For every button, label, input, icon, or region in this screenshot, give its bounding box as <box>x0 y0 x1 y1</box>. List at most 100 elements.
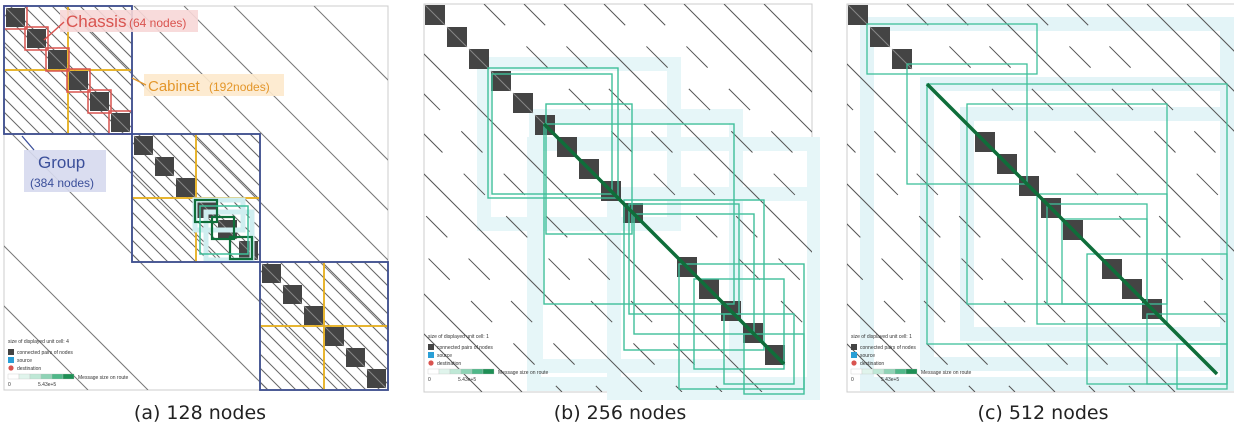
scale-label: Message size on route <box>78 375 129 381</box>
diagonal-line <box>4 125 269 390</box>
legend-item: source <box>437 353 452 359</box>
scale-swatch <box>905 368 918 375</box>
diagonal-line <box>4 69 69 134</box>
scale-swatch <box>850 368 863 375</box>
scale-swatch <box>62 373 75 380</box>
diagonal-line <box>207 134 260 187</box>
group-label-bg <box>24 150 106 192</box>
cell-diagonal <box>47 49 68 70</box>
diagonal-line <box>363 262 388 287</box>
cell-diagonal <box>468 48 490 70</box>
legend-item: destination <box>17 366 41 372</box>
caption-512-nodes: (c) 512 nodes <box>977 402 1109 424</box>
cell-diagonal <box>366 368 387 389</box>
diagonal-line <box>424 293 523 392</box>
scale-swatch <box>460 368 473 375</box>
scale-swatch <box>861 368 874 375</box>
route-rect <box>866 23 1038 75</box>
hatching-diagonals <box>847 4 1234 392</box>
scale-label: Message size on route <box>921 370 972 376</box>
scale-swatch <box>7 373 20 380</box>
scale-swatch <box>51 373 64 380</box>
cabinet-label: Cabinet <box>148 78 201 95</box>
diagonal-line <box>335 262 388 315</box>
chassis-box <box>24 26 49 51</box>
scale-swatch <box>427 368 440 375</box>
diagonal-line <box>349 262 388 301</box>
cell-diagonal <box>26 28 47 49</box>
connected-marker <box>8 349 14 355</box>
cell-diagonal <box>133 135 154 156</box>
route-band <box>527 137 820 391</box>
scale-swatch <box>449 368 462 375</box>
route-rect <box>723 313 795 385</box>
cell-diagonal <box>345 347 366 368</box>
scale-min: 0 <box>428 377 431 383</box>
route-rect <box>1061 218 1148 305</box>
scale-max: 5.43e+5 <box>458 377 476 383</box>
cell-diagonal <box>175 177 196 198</box>
legend-item: destination <box>860 361 884 367</box>
caption-128-nodes: (a) 128 nodes <box>133 402 267 424</box>
diagonal-line <box>4 245 149 390</box>
destination-marker <box>851 360 857 366</box>
group-arrow <box>21 135 35 151</box>
diagonal-line <box>313 6 388 81</box>
route-rect <box>491 73 613 195</box>
chassis-label: Chassis <box>66 12 126 31</box>
diagonal-line <box>260 325 325 390</box>
cell-diagonal <box>446 26 468 48</box>
diagonal-line <box>4 305 89 390</box>
chassis-box <box>45 47 70 72</box>
diagonal-line <box>986 4 1234 252</box>
scale-swatch <box>40 373 53 380</box>
legend-item: connected pairs of nodes <box>437 345 493 351</box>
legend-title: size of displayed unit cell: 4 <box>8 339 69 345</box>
diagonal-line <box>183 6 388 211</box>
scale-swatch <box>883 368 896 375</box>
route-main <box>925 82 1219 376</box>
panel-256-nodes: size of displayed unit cell: 1 connected … <box>420 0 820 432</box>
source-marker <box>8 357 14 363</box>
diagonal-line <box>847 303 936 392</box>
cell-diagonal <box>110 112 131 133</box>
route-rect <box>693 278 785 370</box>
destination-marker <box>428 360 434 366</box>
route-rect <box>1176 343 1228 390</box>
adjacency-matrix-128: Chassis (64 nodes) Cabinet (192nodes) Group (… <box>3 5 389 391</box>
scale-swatch <box>872 368 885 375</box>
chassis-count: (64 nodes) <box>129 16 186 30</box>
legend-item: connected pairs of nodes <box>17 350 73 356</box>
route-rect <box>743 333 805 395</box>
route-rect <box>545 103 633 235</box>
connected-marker <box>851 344 857 350</box>
panel-128-nodes: Chassis (64 nodes) Cabinet (192nodes) Group (… <box>0 0 400 432</box>
adjacency-matrix-256: size of displayed unit cell: 1 connected … <box>423 3 820 400</box>
cell-diagonal <box>891 48 913 70</box>
cabinet-label-bg <box>144 74 284 96</box>
scale-swatch <box>29 373 42 380</box>
cell-diagonal <box>154 156 175 177</box>
diagonal-line <box>683 4 812 133</box>
legend-item: source <box>17 358 32 364</box>
scale-min: 0 <box>851 377 854 383</box>
diagonal-line <box>847 183 1056 392</box>
route-rect <box>1036 193 1168 325</box>
cell-diagonal <box>282 284 303 305</box>
cabinet-arrow <box>131 77 147 86</box>
diagonal-line <box>847 63 1176 392</box>
legend-title: size of displayed unit cell: 1 <box>428 334 489 340</box>
diagonal-line <box>723 4 812 93</box>
chassis-label-bg <box>60 10 198 32</box>
route-dark <box>228 235 254 261</box>
legend-item: source <box>860 353 875 359</box>
adjacency-matrix-512: size of displayed unit cell: 1 connected … <box>846 3 1234 393</box>
scale-swatch <box>471 368 484 375</box>
cell-diagonal <box>424 4 446 26</box>
route-dark <box>193 198 219 224</box>
cell-diagonal <box>869 26 891 48</box>
cabinet-count: (192nodes) <box>209 80 270 94</box>
group-label: Group <box>38 153 85 172</box>
group-box <box>131 133 261 263</box>
diagonal-line <box>235 134 260 159</box>
